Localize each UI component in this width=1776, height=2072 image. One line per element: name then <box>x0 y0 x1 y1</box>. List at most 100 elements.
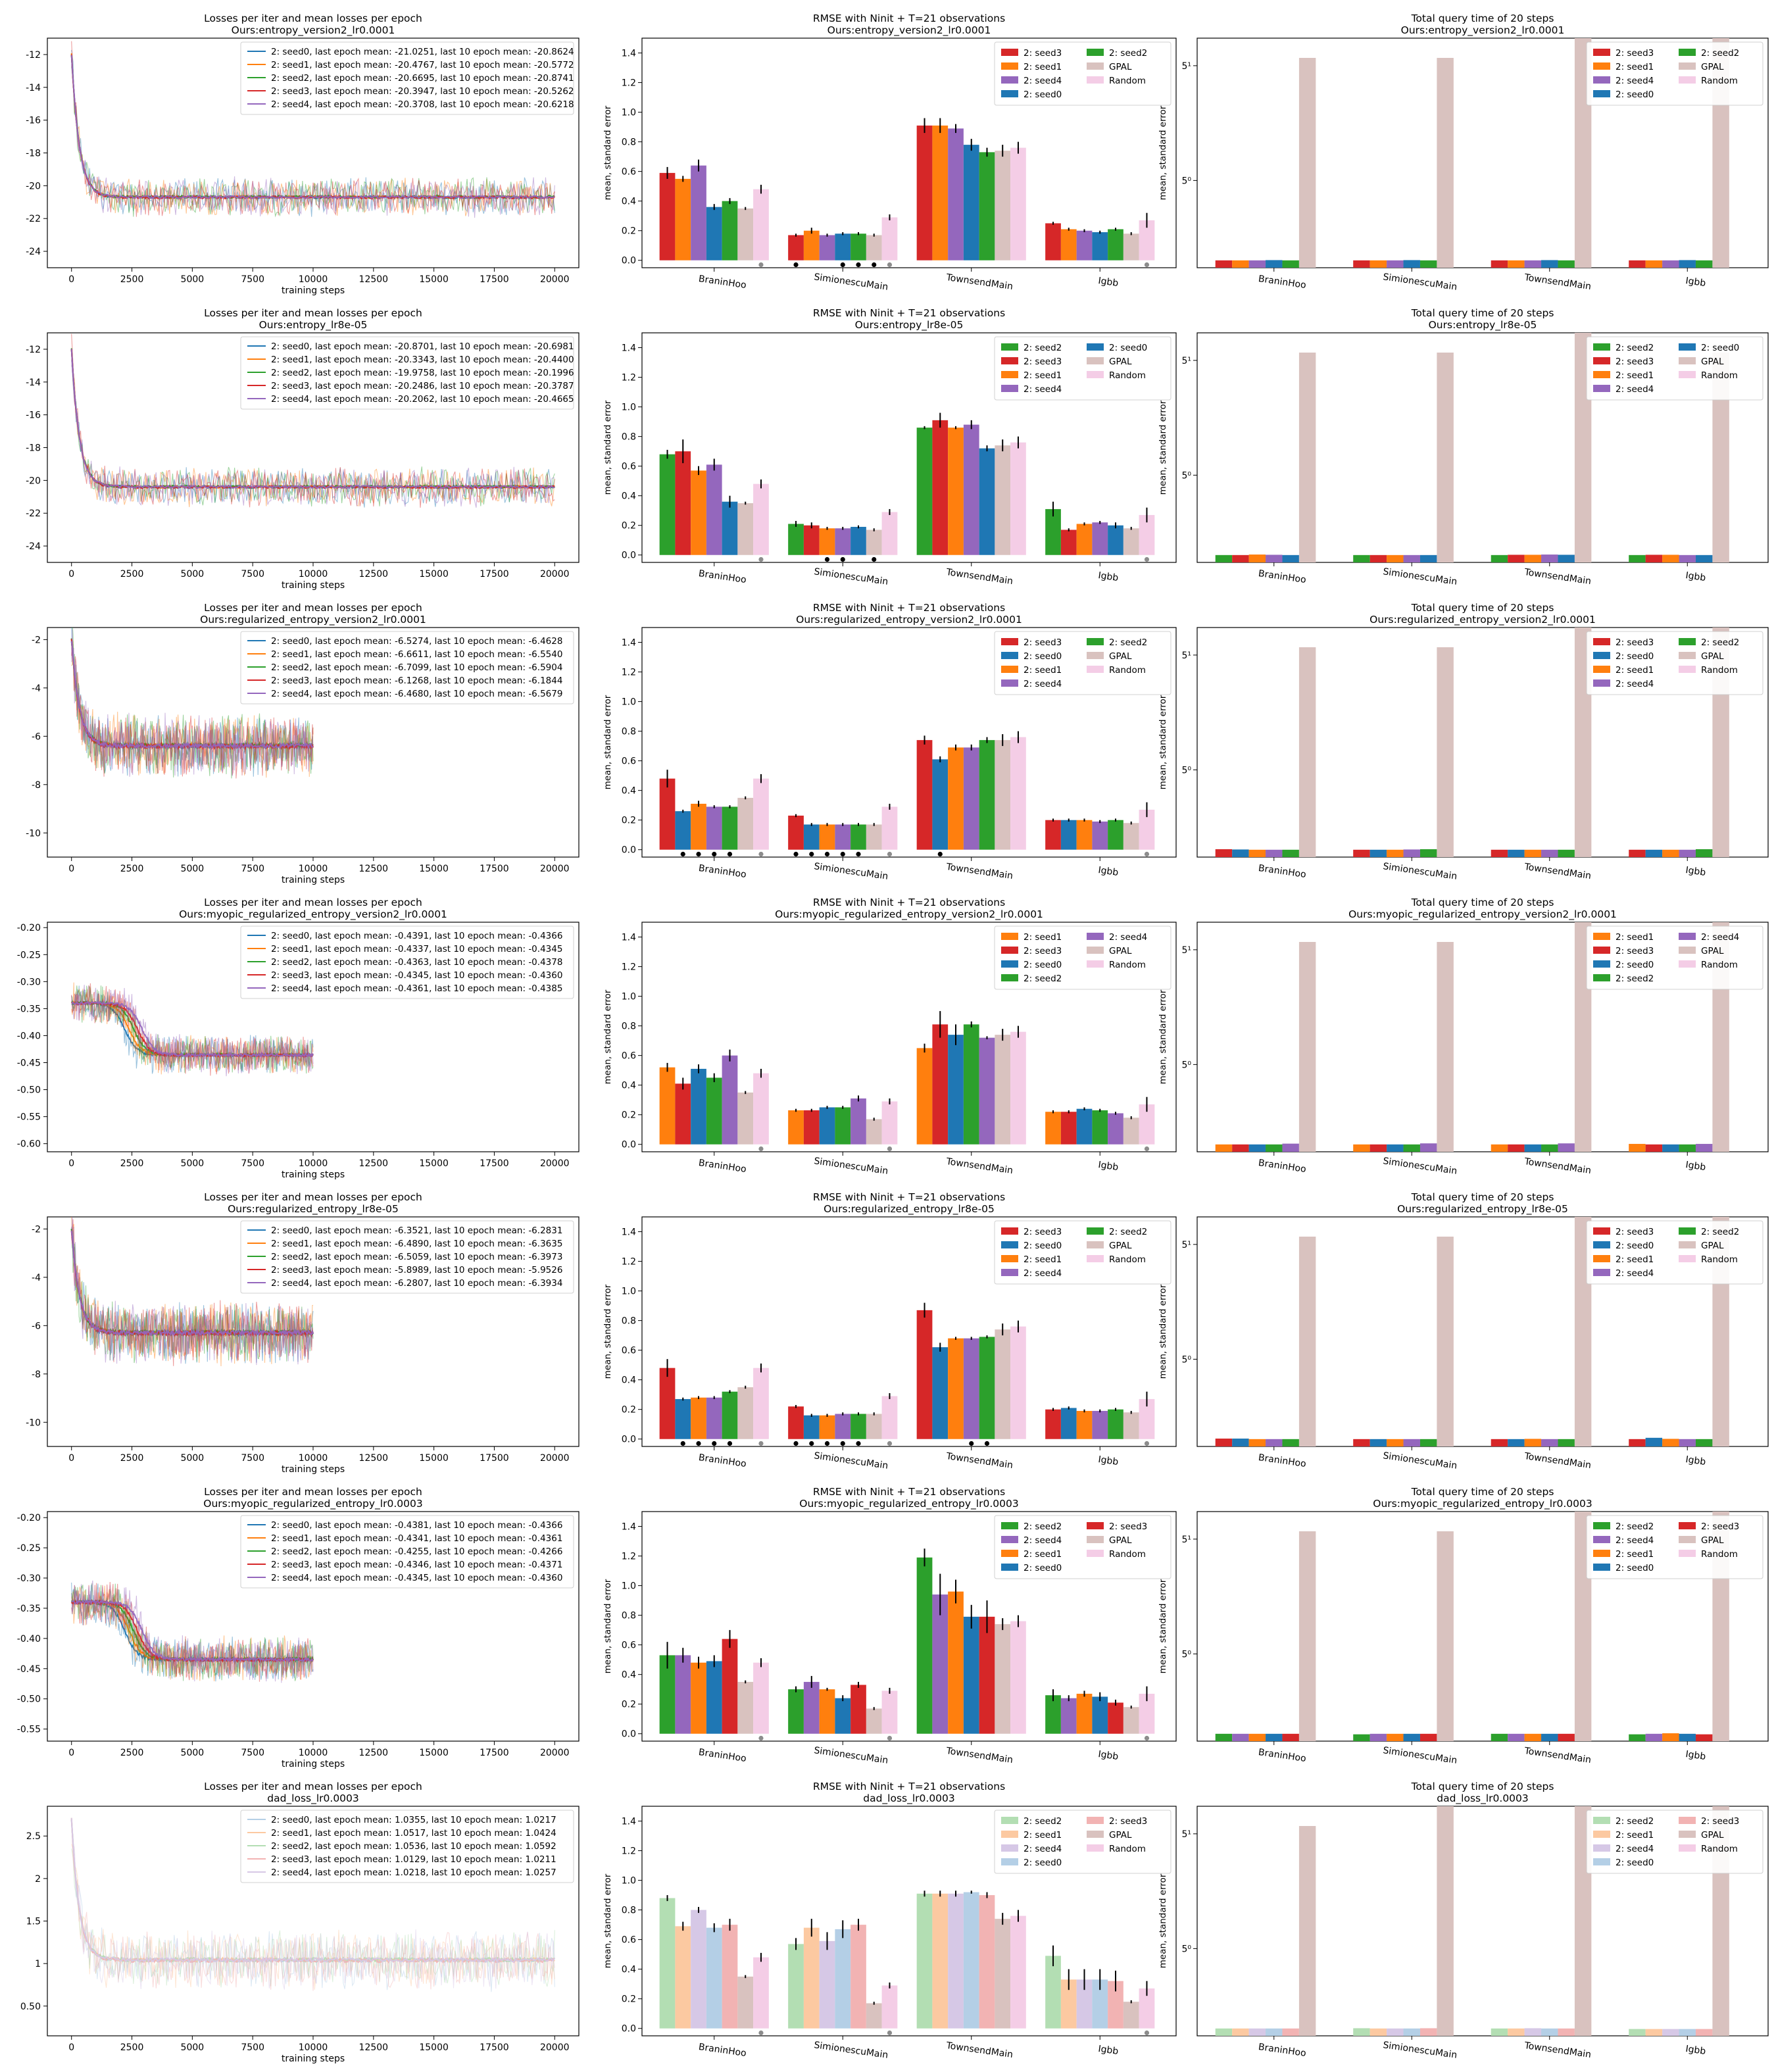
bar-seed2 <box>1629 1734 1646 1741</box>
y-tick-label: 1.4 <box>622 343 636 354</box>
x-tick-label: 2500 <box>120 1748 144 1758</box>
bar-seed0 <box>1266 2028 1283 2036</box>
bar-seed1 <box>1524 1439 1542 1446</box>
bar-seed0 <box>835 234 851 260</box>
bar-seed4 <box>1524 2028 1542 2036</box>
bar-gpal <box>995 1919 1011 2029</box>
legend-swatch-seed0 <box>1593 90 1610 97</box>
bar-seed0 <box>948 1035 964 1145</box>
loss-series-seed3 <box>71 1219 314 1366</box>
x-tick-label: 20000 <box>540 1158 570 1169</box>
legend-swatch-seed1 <box>1593 1550 1610 1557</box>
x-tick-label: 0 <box>68 274 74 285</box>
legend-swatch-seed2 <box>1087 638 1104 645</box>
significance-marker <box>840 1441 845 1446</box>
rmse-legend-label: 2: seed4 <box>1024 76 1062 86</box>
time-legend-label: 2: seed4 <box>1616 1844 1654 1854</box>
significance-marker <box>887 1146 893 1152</box>
time-legend-label: 2: seed4 <box>1616 76 1654 86</box>
bar-seed1 <box>1248 1733 1266 1741</box>
time-legend <box>1586 1810 1764 1874</box>
legend-swatch-gpal <box>1679 62 1696 70</box>
bar-random <box>1139 1988 1155 2029</box>
bar-seed2 <box>1215 2028 1233 2036</box>
time-legend-label: 2: seed2 <box>1616 1521 1654 1532</box>
significance-marker <box>758 851 764 857</box>
bar-random <box>753 1073 769 1145</box>
rmse-legend-label: 2: seed1 <box>1024 1254 1062 1265</box>
x-tick-label: BraninHoo <box>698 2042 747 2059</box>
legend-swatch-gpal <box>1679 1536 1696 1543</box>
rmse-legend-label: GPAL <box>1109 62 1132 72</box>
legend-swatch-random <box>1087 666 1104 673</box>
time-2-title: Total query time of 20 steps <box>1411 602 1554 614</box>
loss-legend-label: 2: seed1, last epoch mean: 1.0517, last … <box>271 1828 556 1838</box>
legend-swatch-seed3 <box>1593 357 1610 364</box>
epoch-mean-seed4 <box>70 1817 556 1963</box>
bar-seed4 <box>1403 555 1420 562</box>
bar-seed0 <box>1092 1979 1108 2029</box>
bar-seed0 <box>1645 1437 1663 1446</box>
significance-marker <box>887 1735 893 1741</box>
rmse-legend-label: 2: seed2 <box>1109 48 1147 59</box>
y-tick-label: -0.25 <box>17 950 41 960</box>
bar-seed3 <box>1045 223 1061 260</box>
y-tick-label: -6 <box>32 731 41 742</box>
y-tick-label: 1.0 <box>622 1876 636 1887</box>
y-tick-label: -0.35 <box>17 1604 41 1614</box>
time-legend-label: Random <box>1701 76 1738 86</box>
y-tick-label: 1.4 <box>622 1522 636 1533</box>
significance-marker <box>1144 851 1150 857</box>
y-tick-label: 0.50 <box>20 2002 41 2012</box>
bar-seed2 <box>1541 1144 1558 1152</box>
y-tick-label: 0.6 <box>622 462 636 472</box>
rmse-legend-label: 2: seed3 <box>1024 637 1062 648</box>
bar-gpal <box>995 1329 1011 1439</box>
bar-seed0 <box>1403 1733 1420 1741</box>
bar-seed3 <box>803 1110 820 1145</box>
bar-seed4 <box>722 1055 738 1145</box>
bar-gpal <box>1437 1237 1454 1446</box>
epoch-mean-seed4 <box>70 55 555 200</box>
legend-swatch-seed1 <box>1001 371 1018 378</box>
bar-seed1 <box>819 528 835 555</box>
epoch-mean-seed4 <box>71 1598 314 1664</box>
y-tick-label: 5¹ <box>1181 356 1191 366</box>
x-tick-label: SimionescuMain <box>813 2040 889 2061</box>
bar-seed0 <box>706 207 722 260</box>
bar-seed2 <box>1558 1439 1575 1446</box>
bar-seed1 <box>1248 1439 1266 1446</box>
bar-random <box>1139 1693 1155 1734</box>
x-tick-label: 2500 <box>120 274 144 285</box>
bar-seed4 <box>1387 2028 1404 2036</box>
bar-seed2 <box>1491 1733 1508 1741</box>
bar-seed3 <box>1045 820 1061 850</box>
legend-swatch-seed4 <box>1001 1269 1018 1276</box>
loss-series-seed4 <box>71 985 314 1077</box>
loss-2-subtitle: Ours:regularized_entropy_version2_lr0.00… <box>200 614 426 626</box>
y-tick-label: -0.20 <box>17 1513 41 1523</box>
x-tick-label: 7500 <box>241 1158 264 1169</box>
bar-seed1 <box>948 1338 964 1439</box>
time-legend-label: 2: seed2 <box>1616 343 1654 353</box>
y-tick-label: -14 <box>26 83 41 93</box>
time-chart: Total query time of 20 stepsOurs:myopic_… <box>1158 1486 1769 1766</box>
x-tick-label: 7500 <box>241 2042 264 2053</box>
x-tick-label: TownsendMain <box>945 1451 1014 1471</box>
bar-seed4 <box>1679 849 1696 857</box>
loss-series-seed3 <box>71 1581 314 1682</box>
y-tick-label: 1 <box>35 1959 41 1969</box>
y-axis-label: mean, standard error <box>603 695 613 789</box>
bar-seed0 <box>706 1927 722 2029</box>
y-tick-label: -10 <box>26 1418 41 1428</box>
bar-gpal <box>995 445 1011 555</box>
bar-seed1 <box>1524 1733 1542 1741</box>
bar-random <box>881 1985 898 2029</box>
bar-seed0 <box>963 145 979 260</box>
time-legend <box>1586 631 1764 695</box>
bar-seed3 <box>916 1310 933 1439</box>
bar-seed2 <box>1558 260 1575 268</box>
bar-random <box>881 512 898 555</box>
rmse-legend-label: Random <box>1109 1844 1146 1854</box>
bar-seed3 <box>1353 260 1370 268</box>
